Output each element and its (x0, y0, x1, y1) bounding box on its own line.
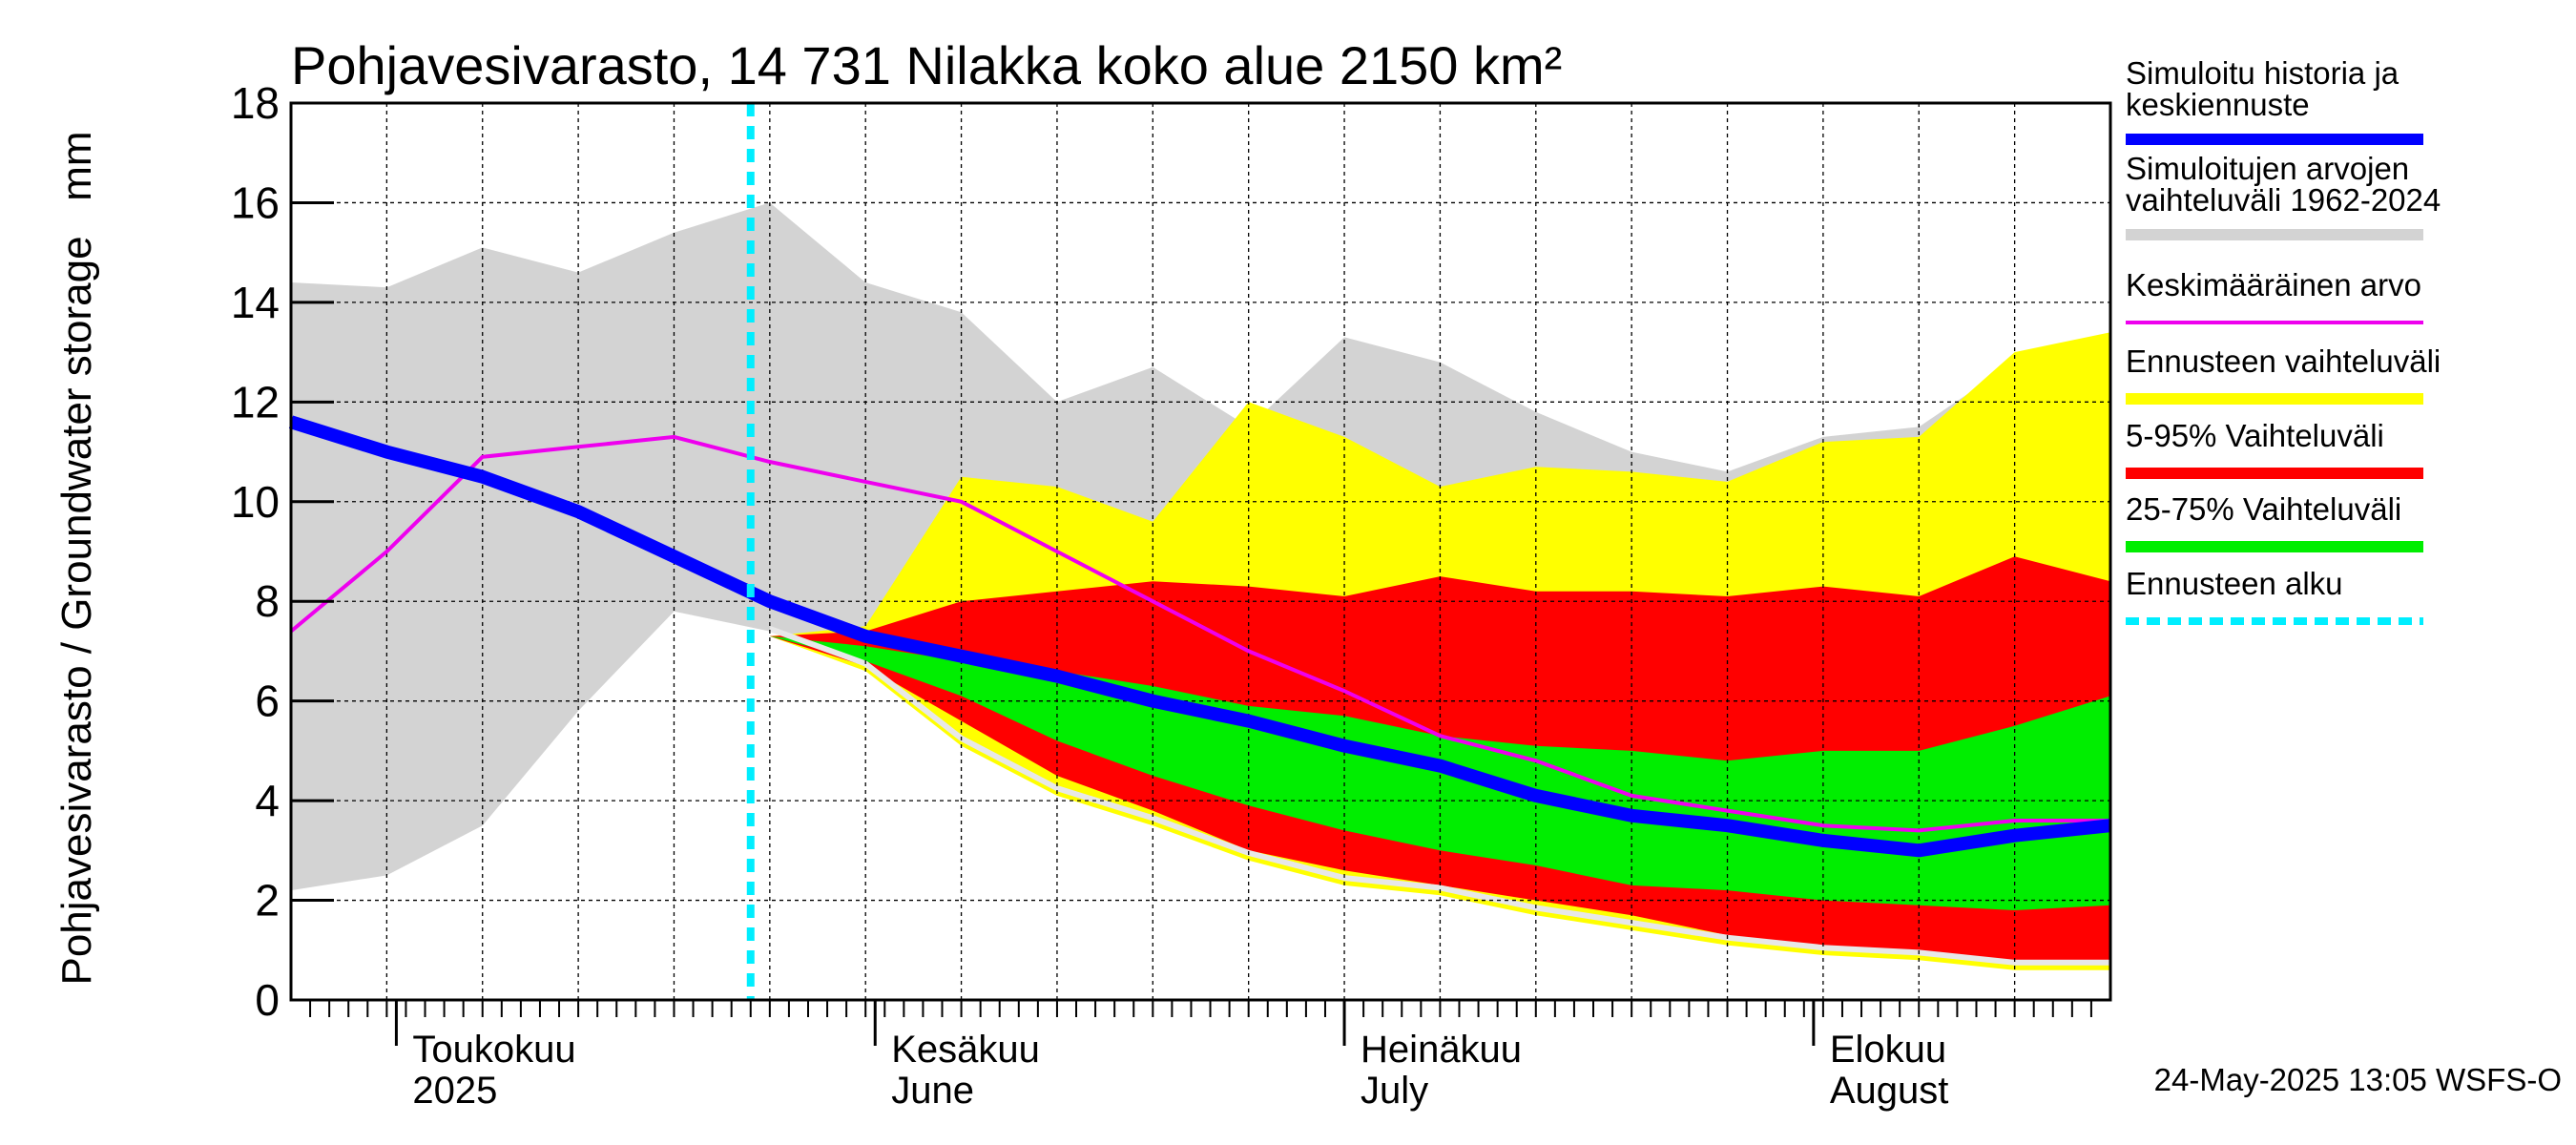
plot-frame (289, 101, 2112, 1002)
legend-label: 25-75% Vaihteluväli (2126, 491, 2401, 527)
forecast-min-line (768, 626, 2110, 966)
legend-label: Simuloitu historia ja (2126, 55, 2399, 91)
month-label: Kesäkuu (891, 1029, 1040, 1071)
month-sublabel: July (1361, 1070, 1428, 1112)
y-tick-label: 4 (255, 776, 280, 825)
p25-75-band (769, 635, 2110, 910)
y-tick-label: 10 (231, 477, 280, 527)
legend-label: Simuloitujen arvojen (2126, 151, 2409, 186)
y-axis-label: Pohjavesivarasto / Groundwater storage m… (53, 131, 100, 985)
y-tick-label: 18 (231, 78, 280, 128)
y-tick-label: 2 (255, 876, 280, 926)
y-tick-label: 16 (231, 177, 280, 227)
timestamp: 24-May-2025 13:05 WSFS-O (2154, 1062, 2562, 1097)
mean-line (289, 434, 2110, 833)
legend-label: Ennusteen alku (2126, 566, 2343, 601)
median-forecast-line (288, 415, 2111, 858)
y-tick-label: 6 (255, 677, 280, 726)
month-sublabel: August (1830, 1070, 1949, 1112)
month-sublabel: June (891, 1070, 974, 1112)
legend-label-2: vaihteluväli 1962-2024 (2126, 182, 2441, 218)
y-tick-label: 14 (231, 278, 280, 327)
chart-title: Pohjavesivarasto, 14 731 Nilakka koko al… (291, 35, 1562, 95)
month-sublabel: 2025 (412, 1070, 497, 1112)
month-label: Heinäkuu (1361, 1029, 1522, 1071)
legend-label: Ennusteen vaihteluväli (2126, 344, 2441, 379)
legend-label-2: keskiennuste (2126, 87, 2310, 122)
legend-label: Keskimääräinen arvo (2126, 267, 2421, 302)
month-label: Elokuu (1830, 1029, 1946, 1071)
y-tick-label: 8 (255, 576, 280, 626)
y-tick-label: 0 (255, 975, 280, 1025)
legend-label: 5-95% Vaihteluväli (2126, 418, 2384, 453)
y-tick-label: 12 (231, 377, 280, 427)
month-label: Toukokuu (412, 1029, 575, 1071)
